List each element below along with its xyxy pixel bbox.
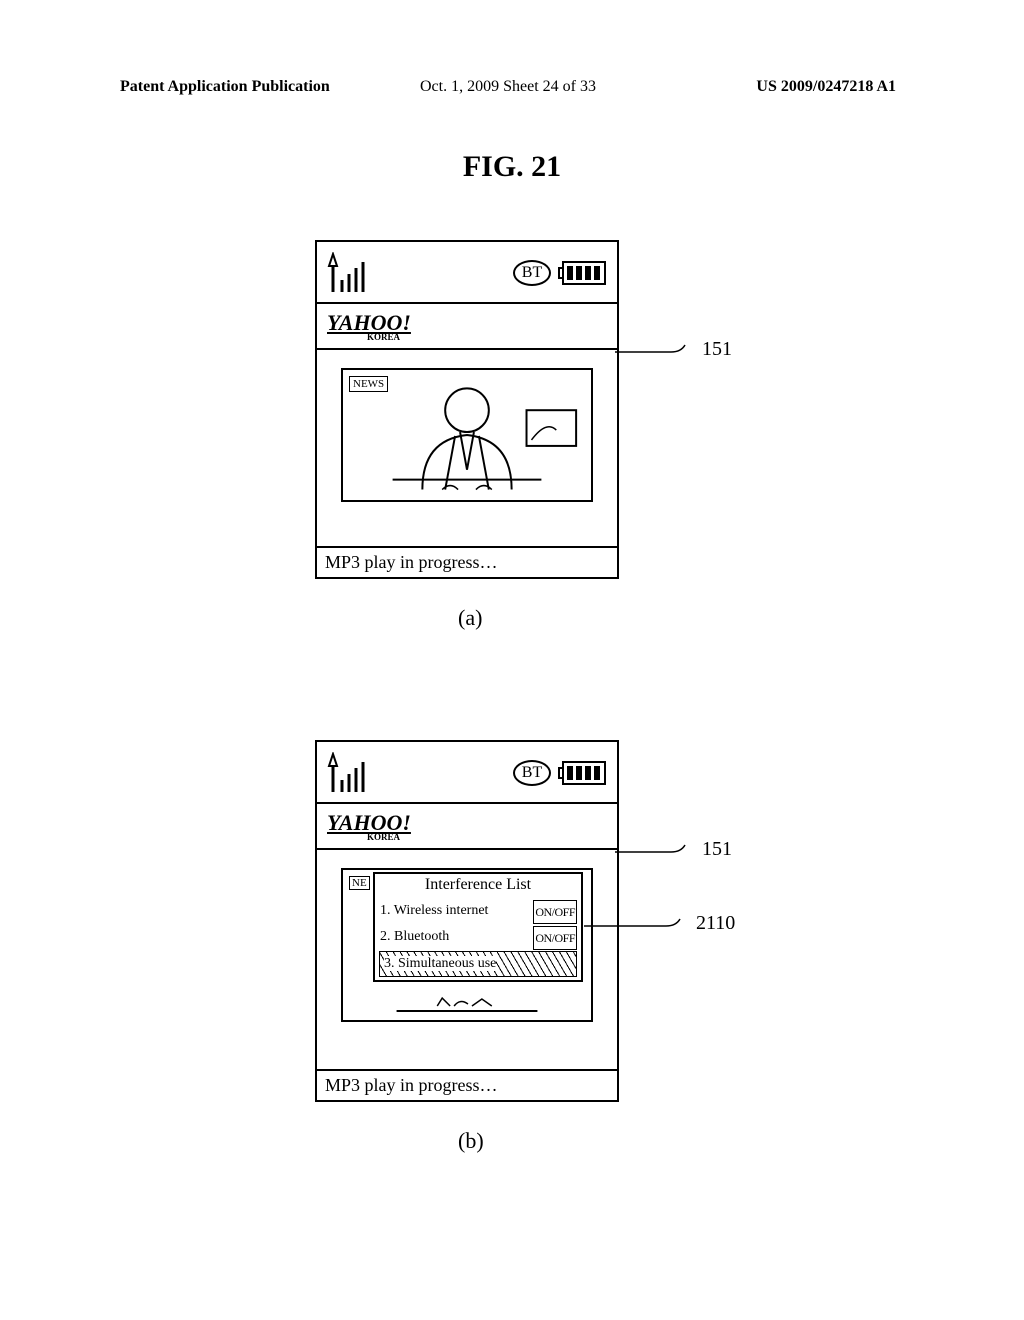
popup-title: Interference List [375,874,581,898]
logo-band: YAHOO! KOREA [317,804,617,850]
popup-row-label: 1. Wireless internet [380,903,488,918]
news-anchor-partial [343,996,591,1020]
status-bar: BT [317,242,617,304]
phone-screen-b: BT YAHOO! KOREA NE Interferen [315,740,619,1102]
news-panel-b: NE Interference List 1. Wireless interne… [341,868,593,1022]
news-label: NEWS [349,376,388,392]
date-sheet-label: Oct. 1, 2009 Sheet 24 of 33 [420,78,596,96]
news-panel: NEWS [341,368,593,502]
signal-icon [327,752,373,794]
popup-row-simultaneous[interactable]: 3. Simultaneous use [379,951,577,977]
toggle-button[interactable]: ON/OFF [533,900,577,924]
logo-band: YAHOO! KOREA [317,304,617,350]
subfigure-label-a: (a) [458,605,482,631]
phone-screen-a: BT YAHOO! KOREA NEWS [315,240,619,579]
popup-row-wireless[interactable]: 1. Wireless internet ON/OFF [375,898,581,924]
patent-page: Patent Application Publication Oct. 1, 2… [0,0,1024,1320]
bottom-status: MP3 play in progress… [317,1069,617,1100]
figure-title: FIG. 21 [0,150,1024,184]
popup-row-label: 3. Simultaneous use [384,956,496,971]
bluetooth-icon: BT [513,260,551,286]
toggle-button[interactable]: ON/OFF [533,926,577,950]
status-bar: BT [317,742,617,804]
callout-leader [615,343,705,361]
callout-a: 151 [702,338,732,361]
publication-label: Patent Application Publication [120,78,330,96]
bluetooth-icon: BT [513,760,551,786]
battery-icon [557,760,609,786]
popup-row-bluetooth[interactable]: 2. Bluetooth ON/OFF [375,924,581,950]
callout-leader [615,843,705,861]
ne-label: NE [349,876,370,890]
interference-popup: Interference List 1. Wireless internet O… [373,872,583,982]
callout-b1: 151 [702,838,732,861]
battery-icon [557,260,609,286]
bottom-status: MP3 play in progress… [317,546,617,577]
document-number: US 2009/0247218 A1 [756,78,896,96]
callout-b2: 2110 [696,912,735,935]
subfigure-label-b: (b) [458,1128,484,1154]
signal-icon [327,252,373,294]
popup-row-label: 2. Bluetooth [380,929,449,944]
callout-leader [584,917,694,935]
